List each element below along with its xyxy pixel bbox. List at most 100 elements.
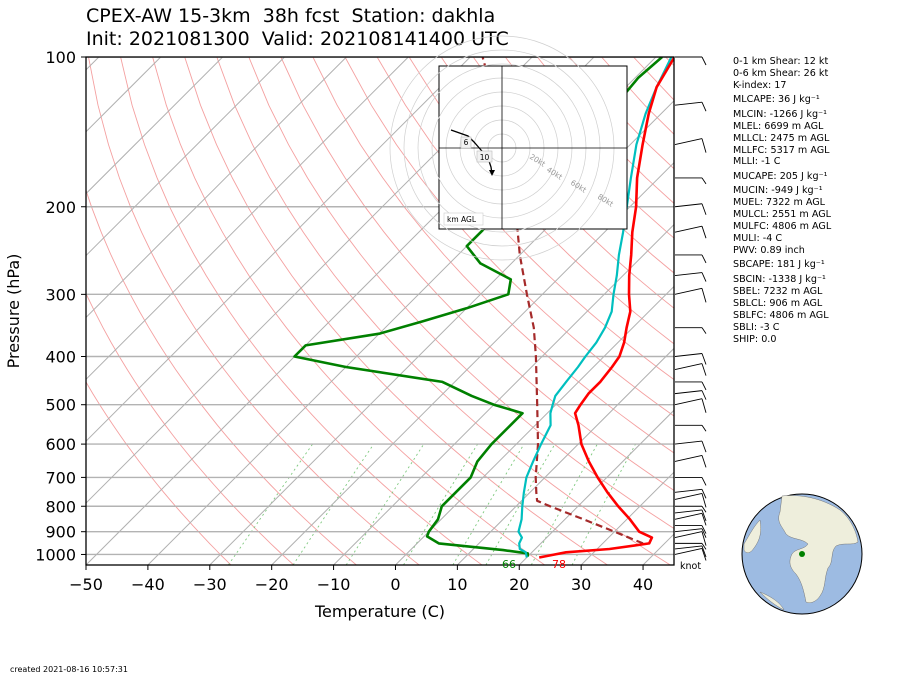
x-tick-label: 0: [390, 575, 400, 594]
wind-barb: [674, 203, 703, 208]
dry-adiabat: [408, 57, 674, 345]
chart-title-line1: CPEX-AW 15-3km 38h fcst Station: dakhla: [86, 5, 496, 27]
wind-barb-flag: [701, 102, 707, 112]
wind-barb-flag: [701, 545, 707, 558]
index-line: PWV: 0.89 inch: [733, 244, 805, 256]
isotherm: [518, 409, 674, 565]
hodo-height-label: 6: [464, 138, 469, 147]
chart-title-line2: Init: 2021081300 Valid: 202108141400 UTC: [86, 28, 509, 50]
wind-barb-flag: [701, 513, 707, 526]
wind-barb-flag: [701, 506, 707, 513]
wind-barb: [674, 287, 703, 295]
wind-barb-flag: [701, 543, 707, 550]
wind-barb: [674, 545, 703, 550]
wind-barb: [674, 548, 703, 555]
parcel-profile: [481, 57, 644, 545]
wind-units-label: knot: [680, 561, 701, 572]
x-tick-label: 30: [571, 575, 591, 594]
wind-barb: [674, 101, 703, 106]
y-tick-label: 1000: [35, 545, 76, 564]
index-line: MUEL: 7322 m AGL: [733, 197, 826, 209]
x-tick-label: −50: [69, 575, 103, 594]
hodo-arrow-icon: [489, 170, 495, 176]
index-line: 0-6 km Shear: 26 kt: [733, 67, 829, 79]
wind-barb-flag: [701, 353, 707, 365]
wind-barb: [674, 353, 703, 357]
y-tick-label: 700: [45, 468, 76, 487]
wind-barbs: [674, 56, 707, 561]
isotherm: [580, 471, 674, 565]
dry-adiabat: [86, 292, 295, 565]
index-line: MLLFC: 5317 m AGL: [733, 144, 830, 156]
y-tick-label: 300: [45, 285, 76, 304]
wind-barb-flag: [701, 56, 707, 66]
mixing-ratio-line: [228, 443, 313, 565]
mixing-ratio-line: [345, 443, 425, 565]
y-axis-label: Pressure (hPa): [4, 254, 23, 369]
created-timestamp: created 2021-08-16 10:57:31: [10, 665, 128, 674]
y-tick-label: 900: [45, 523, 76, 542]
wind-barb: [674, 390, 703, 395]
y-tick-label: 400: [45, 348, 76, 367]
wind-barb-flag: [701, 531, 707, 546]
surface-dewpoint-label: 66: [502, 558, 516, 571]
wind-barb: [674, 272, 703, 276]
continent-shape: [778, 495, 859, 603]
wind-barb-flag: [701, 226, 707, 239]
dry-adiabat: [120, 57, 483, 565]
dry-adiabat: [88, 57, 420, 565]
dry-adiabat: [248, 57, 674, 530]
dry-adiabat: [152, 57, 545, 565]
x-tick-label: 20: [509, 575, 529, 594]
index-line: SBCAPE: 181 J kg⁻¹: [733, 259, 825, 271]
wind-barb: [674, 138, 703, 146]
index-line: SBEL: 7232 m AGL: [733, 285, 823, 297]
isotherm: [395, 285, 674, 565]
x-tick-label: 10: [447, 575, 467, 594]
mixing-ratio-line: [403, 443, 478, 565]
index-line: SBLCL: 906 m AGL: [733, 297, 823, 309]
hodo-height-label: 10: [480, 153, 490, 162]
stability-indices: 0-1 km Shear: 12 kt 0-6 km Shear: 26 kt …: [733, 56, 831, 345]
wind-barb-flag: [701, 440, 707, 453]
x-tick-label: −10: [317, 575, 351, 594]
station-marker: [799, 551, 805, 557]
dry-adiabat: [472, 57, 674, 274]
wind-barb-flag: [701, 525, 707, 534]
index-line: SBCIN: -1338 J kg⁻¹: [733, 273, 826, 285]
wind-barb: [674, 528, 703, 533]
index-line: MLEL: 6699 m AGL: [733, 120, 824, 132]
dry-adiabat: [86, 381, 232, 565]
index-line: K-index: 17: [733, 79, 787, 91]
wind-barb-flag: [701, 177, 707, 185]
dry-adiabat: [280, 57, 674, 491]
wind-barb: [674, 512, 703, 520]
wind-barb-flag: [701, 203, 707, 215]
wind-barb-flag: [701, 493, 707, 508]
index-line: MULCL: 2551 m AGL: [733, 209, 832, 221]
isotherm: [271, 161, 674, 565]
index-line: MUCAPE: 205 J kg⁻¹: [733, 170, 828, 182]
wind-barb: [674, 531, 703, 539]
hodograph-trace: [450, 129, 493, 175]
wind-barb: [674, 488, 703, 493]
x-tick-label: 40: [633, 575, 653, 594]
wind-barb-flag: [701, 254, 707, 264]
wind-barb-flag: [701, 477, 707, 486]
wind-barb-flag: [701, 548, 707, 561]
isotherm: [86, 57, 409, 381]
wind-barb-flag: [701, 509, 707, 522]
index-line: SBLI: -3 C: [733, 321, 780, 333]
isotherm: [86, 57, 471, 442]
wind-barb-flag: [701, 381, 707, 391]
index-line: MLLI: -1 C: [733, 156, 781, 168]
dry-adiabat: [86, 188, 357, 565]
index-line: SHIP: 0.0: [733, 333, 777, 345]
wind-barb: [674, 440, 703, 445]
hodo-units-label: km AGL: [447, 215, 477, 224]
x-tick-label: −20: [255, 575, 289, 594]
wind-barb: [674, 363, 703, 371]
y-tick-label: 800: [45, 497, 76, 516]
y-tick-label: 500: [45, 396, 76, 415]
